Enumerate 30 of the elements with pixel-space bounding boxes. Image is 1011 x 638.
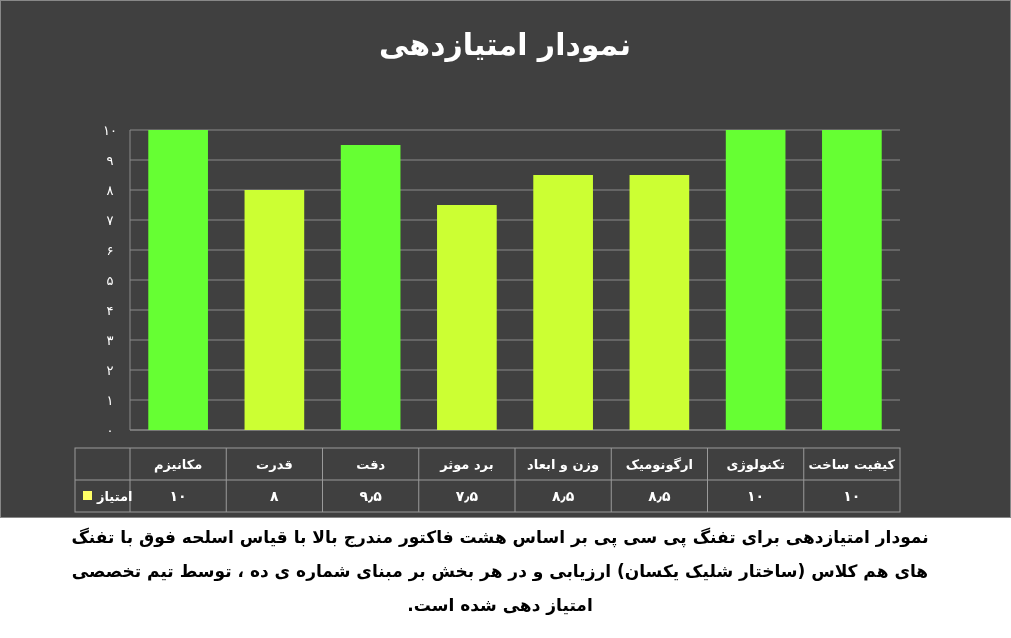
y-tick-label: ۷: [106, 213, 114, 228]
y-tick-label: ۱: [106, 393, 114, 408]
x-tick-label: وزن و ابعاد: [527, 457, 600, 472]
y-tick-label: ۵: [106, 273, 114, 288]
y-tick-label: ۲: [106, 363, 114, 378]
x-tick-label: ارگونومیک: [625, 457, 694, 472]
y-tick-label: ۸: [106, 183, 114, 198]
y-tick-label: ۶: [106, 243, 114, 258]
chart-title: نمودار امتیازدهی: [378, 27, 632, 62]
data-label: ۸٫۵: [648, 488, 671, 504]
data-label: ۸٫۵: [551, 488, 575, 504]
legend: امتیاز: [83, 489, 133, 504]
y-tick-label: ۹: [106, 153, 114, 168]
data-label: ۱۰: [169, 488, 187, 504]
data-label: ۱۰: [843, 488, 861, 504]
x-tick-label: تکنولوژی: [726, 457, 785, 472]
y-tick-label: ۴: [106, 303, 114, 318]
x-tick-label: مکانیزم: [153, 457, 203, 473]
x-tick-label: قدرت: [256, 457, 293, 472]
data-label: ۸: [270, 488, 280, 504]
data-label: ۹٫۵: [359, 488, 383, 504]
text: نمودار امتیازدهی برای تفنگ پی سی پی بر اساس هشت فاکتور مندرج بالا با قیاس اسلحه فوق با تفنگ های هم کلاس (ساختار شلیک یکسان) ارزیابی و در هر بخش بر مبنای شماره ی ده ، توسط تیم تخصصی امتیاز دهی شده است.: [70, 526, 930, 617]
data-label: ۱۰: [747, 488, 765, 504]
y-tick-label: ۰: [106, 423, 114, 438]
y-tick-label: ۳: [106, 333, 114, 348]
x-tick-label: دقت: [356, 457, 386, 472]
data-label: ۷٫۵: [455, 488, 479, 504]
y-tick-label: ۱۰: [103, 123, 117, 138]
x-tick-label: برد موثر: [439, 457, 494, 472]
x-tick-label: کیفیت ساخت: [808, 457, 896, 472]
